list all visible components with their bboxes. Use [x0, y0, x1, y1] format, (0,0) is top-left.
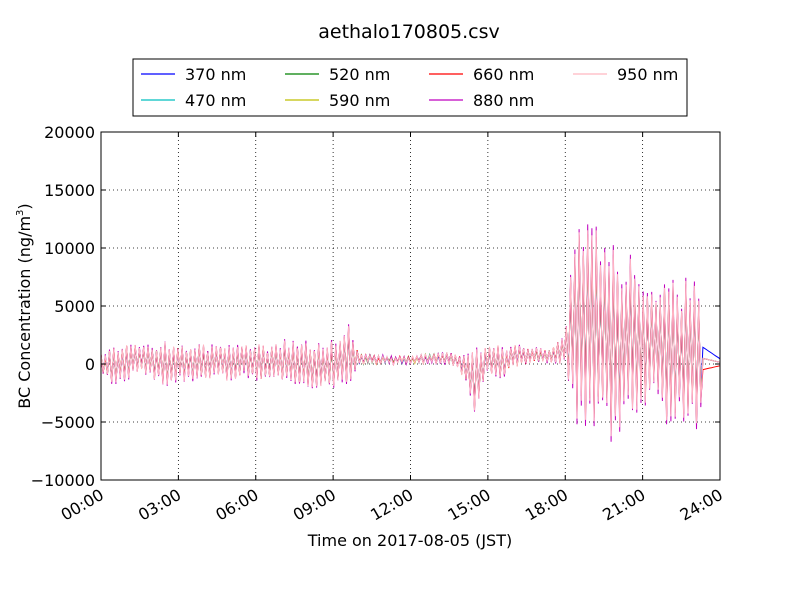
y-tick-label: 10000: [44, 239, 95, 258]
y-tick-label: 0: [85, 355, 95, 374]
x-tick-label: 12:00: [367, 485, 416, 525]
x-tick-label: 00:00: [58, 485, 107, 525]
legend-label: 520 nm: [329, 65, 390, 84]
y-tick-label: 5000: [54, 297, 95, 316]
grid-lines: [100, 131, 721, 481]
legend-label: 950 nm: [617, 65, 678, 84]
x-tick-label: 15:00: [444, 485, 493, 525]
legend-label: 370 nm: [185, 65, 246, 84]
x-tick-label: 21:00: [599, 485, 648, 525]
chart-title: aethalo170805.csv: [318, 21, 500, 43]
y-axis-label-main: BC Concentration (ng/m: [15, 216, 34, 409]
plot-series: [100, 224, 721, 442]
legend-label: 880 nm: [473, 91, 534, 110]
x-tick-label: 24:00: [677, 485, 726, 525]
x-tick-label: 03:00: [135, 485, 184, 525]
legend-label: 470 nm: [185, 91, 246, 110]
legend-frame: [132, 58, 688, 117]
legend-label: 660 nm: [473, 65, 534, 84]
y-axis-label: BC Concentration (ng/m3): [15, 203, 34, 408]
legend-label: 590 nm: [329, 91, 390, 110]
y-tick-label: −10000: [31, 471, 95, 490]
y-axis-label-superscript: 3: [15, 210, 26, 216]
y-axis: 20000 15000 10000 5000 0 −5000 −10000: [31, 123, 720, 490]
legend: 370 nm 470 nm 520 nm 590 nm 660 nm 880 nm 950 …: [132, 58, 688, 117]
x-tick-label: 18:00: [522, 485, 571, 525]
y-tick-label: 15000: [44, 181, 95, 200]
x-tick-label: 09:00: [290, 485, 339, 525]
y-tick-label: 20000: [44, 123, 95, 142]
x-axis-label: Time on 2017-08-05 (JST): [307, 531, 512, 550]
series-line-950-nm: [100, 230, 721, 437]
y-axis-label-close: ): [15, 203, 34, 209]
x-tick-label: 06:00: [212, 485, 261, 525]
y-tick-label: −5000: [41, 413, 95, 432]
